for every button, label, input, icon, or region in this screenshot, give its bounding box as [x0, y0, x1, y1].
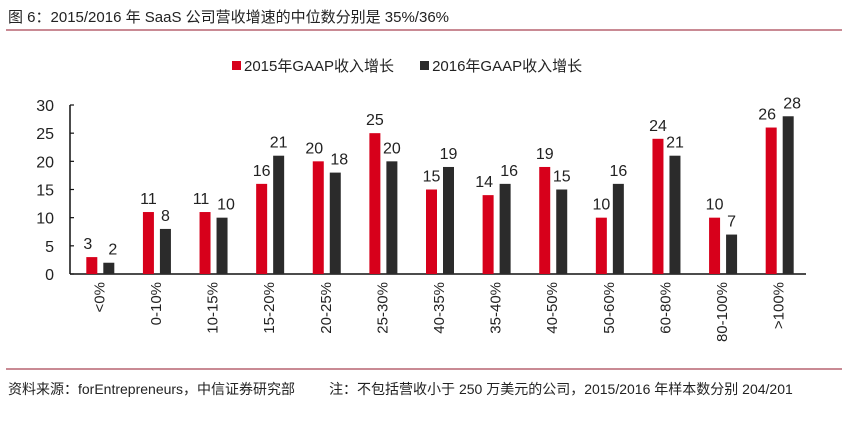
bar-2015: [256, 183, 268, 274]
bar-2015: [86, 257, 98, 274]
y-tick-label: 0: [45, 267, 54, 284]
bar-2015: [142, 212, 154, 274]
x-tick-label: 15-20%: [261, 282, 278, 334]
bar-2016: [216, 217, 228, 274]
x-tick-label: 10-15%: [205, 282, 222, 334]
legend-item-2015: 2015年GAAP收入增长: [232, 55, 394, 76]
bar-2016: [726, 234, 738, 274]
x-tick-label: 35-40%: [488, 282, 505, 334]
bar-2016: [329, 172, 341, 274]
x-tick-label: 25-30%: [374, 282, 391, 334]
y-tick-label: 20: [36, 154, 54, 171]
header-divider: [6, 29, 842, 31]
y-tick-label: 30: [36, 98, 54, 115]
y-tick-label: 25: [36, 126, 54, 143]
figure-title: 图 6：2015/2016 年 SaaS 公司营收增速的中位数分别是 35%/3…: [8, 9, 449, 26]
data-label: 25: [366, 112, 384, 129]
data-label: 20: [305, 140, 323, 157]
x-tick-label: 40-50%: [544, 282, 561, 334]
data-label: 8: [161, 208, 170, 225]
data-label: 19: [536, 146, 554, 163]
bar-2015: [426, 189, 437, 274]
y-tick-label: 10: [36, 211, 54, 228]
data-label: 10: [706, 197, 724, 214]
bar-2016: [103, 262, 115, 274]
data-label: 16: [609, 163, 627, 180]
data-label: 28: [783, 95, 801, 112]
data-label: 11: [193, 191, 210, 208]
legend-swatch-2016: [420, 61, 430, 70]
bar-2015: [312, 161, 324, 274]
data-label: 24: [649, 118, 667, 135]
legend-item-2016: 2016年GAAP收入增长: [420, 55, 582, 76]
bar-2016: [443, 166, 454, 274]
bar-2015: [199, 212, 211, 274]
bar-2016: [499, 183, 511, 274]
data-label: 10: [592, 197, 610, 214]
data-label: 18: [330, 152, 348, 169]
chart-legend: 2015年GAAP收入增长 2016年GAAP收入增长: [232, 55, 582, 76]
x-tick-label: >100%: [771, 282, 788, 329]
data-label: 21: [666, 135, 684, 152]
data-label: 15: [553, 169, 571, 186]
bar-2016: [556, 189, 568, 274]
bar-2016: [669, 155, 681, 274]
data-label: 7: [727, 214, 736, 231]
bar-2015: [652, 138, 664, 274]
data-label: 16: [253, 163, 271, 180]
data-label: 19: [440, 146, 458, 163]
legend-label-2016: 2016年GAAP收入增长: [432, 58, 583, 75]
source-text: 资料来源：forEntrepreneurs，中信证券研究部: [8, 381, 296, 397]
data-label: 10: [217, 197, 235, 214]
bar-2016: [159, 228, 171, 274]
data-label: 20: [383, 140, 401, 157]
bar-2016: [273, 155, 285, 274]
x-tick-label: 80-100%: [714, 282, 731, 342]
footer: 资料来源：forEntrepreneurs，中信证券研究部 注：不包括营收小于 2…: [8, 377, 844, 401]
x-tick-label: 40-35%: [431, 282, 448, 334]
data-label: 16: [500, 163, 518, 180]
data-label: 26: [758, 107, 776, 124]
bar-2015: [539, 166, 551, 274]
bar-2016: [612, 183, 624, 274]
footer-divider: [6, 368, 842, 370]
legend-label-2015: 2015年GAAP收入增长: [244, 58, 395, 75]
x-tick-label: 60-80%: [657, 282, 674, 334]
bar-2015: [595, 217, 607, 274]
data-label: 21: [270, 135, 288, 152]
data-label: 3: [83, 236, 92, 253]
data-label: 11: [140, 191, 157, 208]
bar-2016: [782, 116, 794, 275]
note-text: 注：不包括营收小于 250 万美元的公司，2015/2016 年样本数分别 20…: [329, 381, 793, 397]
data-label: 2: [108, 242, 117, 259]
bar-2015: [482, 195, 494, 274]
x-tick-label: 20-25%: [318, 282, 335, 334]
y-tick-label: 5: [45, 239, 54, 256]
bar-2015: [709, 217, 721, 274]
data-label: 15: [423, 169, 441, 186]
x-tick-label: 50-60%: [601, 282, 618, 334]
x-tick-label: 0-10%: [148, 282, 165, 325]
bar-2015: [369, 133, 381, 274]
y-tick-label: 15: [36, 183, 54, 200]
x-tick-label: <0%: [91, 282, 108, 312]
bar-2015: [765, 127, 777, 275]
data-label: 14: [475, 174, 493, 191]
legend-swatch-2015: [232, 61, 241, 70]
bar-2016: [386, 161, 398, 274]
